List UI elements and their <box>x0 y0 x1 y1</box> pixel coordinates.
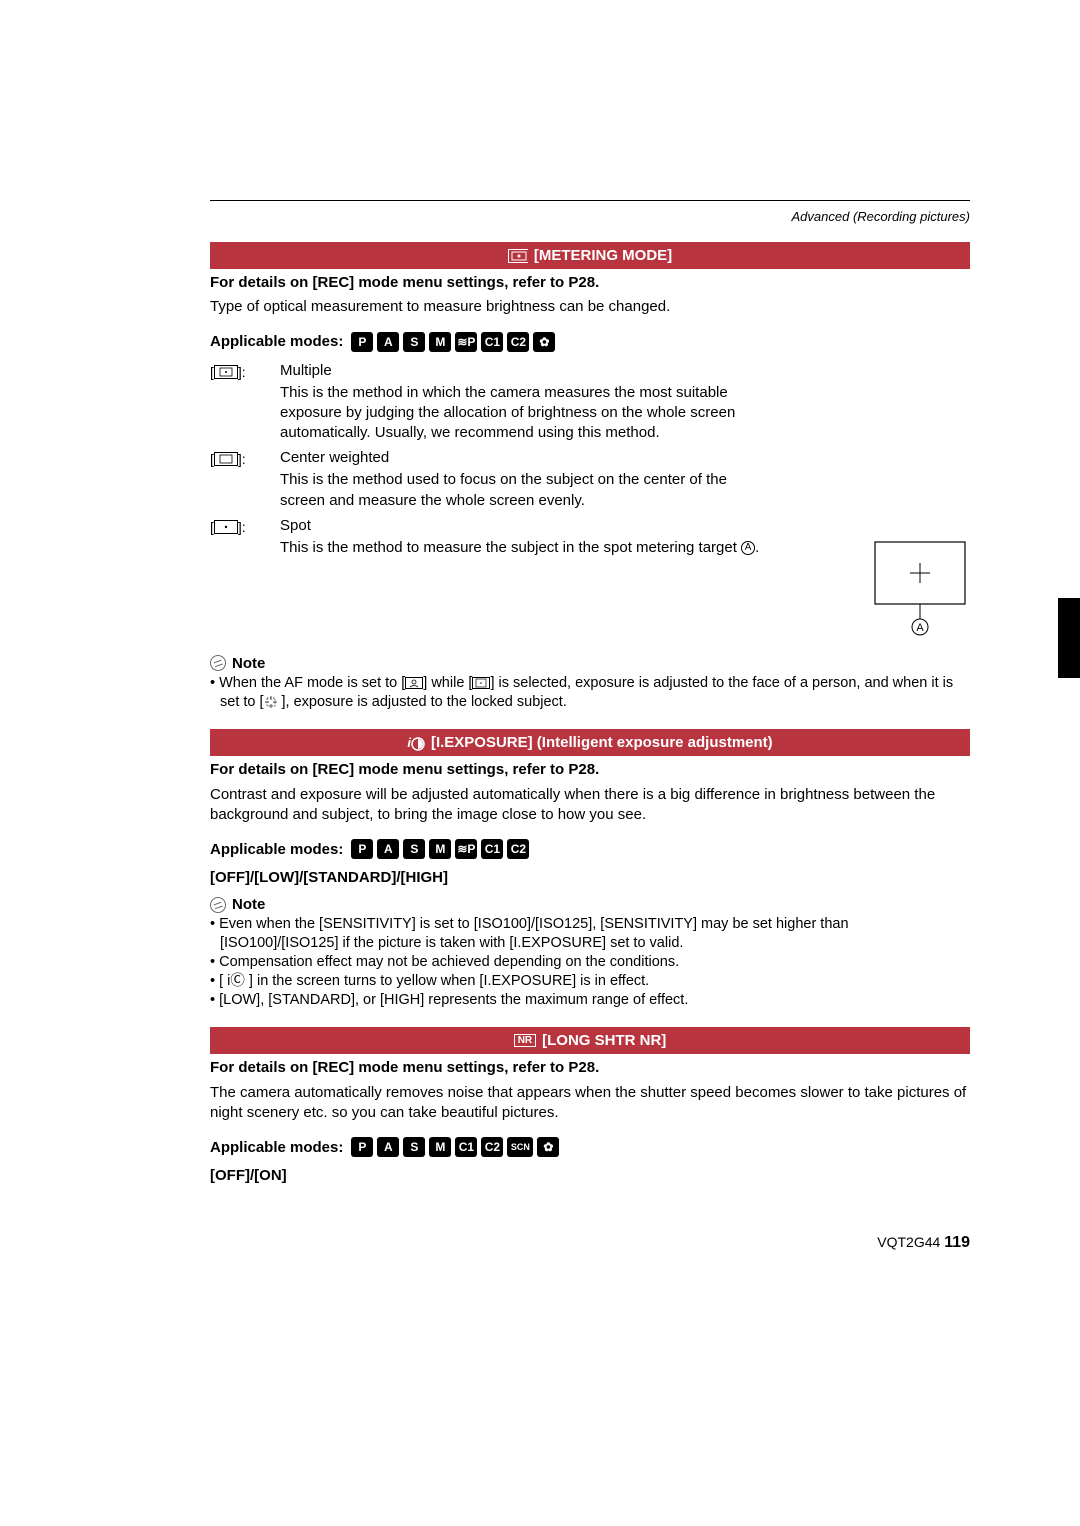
spot-diagram: A <box>870 537 970 637</box>
metering-icon-col: [ ]: <box>210 449 280 511</box>
spot-desc-suffix: . <box>755 539 759 556</box>
mode-c2: C2 <box>481 1137 503 1157</box>
multiple-title: Multiple <box>280 362 970 379</box>
mode-s: S <box>403 839 425 859</box>
mode-movp: ≋P <box>455 839 477 859</box>
mode-c1: C1 <box>481 839 503 859</box>
mode-m: M <box>429 1137 451 1157</box>
iexp-intro: Contrast and exposure will be adjusted a… <box>210 785 970 826</box>
page-content: Advanced (Recording pictures) [METERING … <box>0 0 1080 1312</box>
modes-label: Applicable modes: <box>210 333 343 350</box>
mode-a: A <box>377 332 399 352</box>
section-title-iexposure: [I.EXPOSURE] (Intelligent exposure adjus… <box>431 734 773 751</box>
mode-c2: C2 <box>507 839 529 859</box>
note-icon <box>208 653 229 674</box>
mode-a: A <box>377 839 399 859</box>
longshtr-details-ref: For details on [REC] mode menu settings,… <box>210 1058 970 1078</box>
footer: VQT2G44 119 <box>210 1234 970 1252</box>
metering-icon-col: [ ]: <box>210 517 280 637</box>
mode-scn: SCN <box>507 1137 533 1157</box>
mode-s: S <box>403 1137 425 1157</box>
iexp-bullet-0: • Even when the [SENSITIVITY] is set to … <box>210 915 970 953</box>
spot-desc: This is the method to measure the subjec… <box>280 538 759 558</box>
section-title-longshtr: [LONG SHTR NR] <box>542 1032 666 1049</box>
top-rule <box>210 200 970 201</box>
iexposure-bar-icon: i <box>407 735 425 751</box>
mode-m: M <box>429 332 451 352</box>
mode-p: P <box>351 332 373 352</box>
mode-p: P <box>351 1137 373 1157</box>
breadcrumb: Advanced (Recording pictures) <box>210 209 970 224</box>
mode-s: S <box>403 332 425 352</box>
iexp-details-ref: For details on [REC] mode menu settings,… <box>210 760 970 780</box>
metering-intro: Type of optical measurement to measure b… <box>210 297 970 317</box>
note-label: Note <box>232 655 265 672</box>
section-bar-longshtr: NR [LONG SHTR NR] <box>210 1027 970 1054</box>
page-number: 119 <box>944 1234 970 1251</box>
longshtr-options: [OFF]/[ON] <box>210 1167 970 1184</box>
section-title-metering: [METERING MODE] <box>534 247 672 264</box>
multiple-icon <box>214 365 238 379</box>
note-row-metering: Note <box>210 655 970 672</box>
section-bar-metering: [METERING MODE] <box>210 242 970 269</box>
note-label: Note <box>232 896 265 913</box>
metering-icon-col: [ ]: <box>210 362 280 444</box>
iexp-options: [OFF]/[LOW]/[STANDARD]/[HIGH] <box>210 869 970 886</box>
section-bar-iexposure: i [I.EXPOSURE] (Intelligent exposure adj… <box>210 729 970 756</box>
multiple-desc: This is the method in which the camera m… <box>280 383 760 444</box>
mode-p: P <box>351 839 373 859</box>
center-icon <box>214 452 238 466</box>
metering-item-spot: [ ]: Spot This is the method to measure … <box>210 517 970 637</box>
mode-c1: C1 <box>481 332 503 352</box>
mode-color: ✿ <box>537 1137 559 1157</box>
nt1: • When the AF mode is set to [ <box>210 675 405 691</box>
iexp-bullet-3: • [LOW], [STANDARD], or [HIGH] represent… <box>210 991 970 1010</box>
mode-color: ✿ <box>533 332 555 352</box>
iexp-bullet-2: • [ iⒸ ] in the screen turns to yellow w… <box>210 972 970 991</box>
circled-a-inline: A <box>741 541 755 555</box>
mode-a: A <box>377 1137 399 1157</box>
center-desc: This is the method used to focus on the … <box>280 470 760 511</box>
mode-c2: C2 <box>507 332 529 352</box>
nt4: ], exposure is adjusted to the locked su… <box>282 694 567 710</box>
track-icon <box>264 696 282 708</box>
modes-label: Applicable modes: <box>210 841 343 858</box>
iexp-modes-row: Applicable modes: P A S M ≋P C1 C2 <box>210 839 970 859</box>
center-title: Center weighted <box>280 449 970 466</box>
metering-item-multiple: [ ]: Multiple This is the method in whic… <box>210 362 970 444</box>
metering-bar-icon <box>508 249 528 263</box>
spot-title: Spot <box>280 517 759 534</box>
iexp-bullet-1: • Compensation effect may not be achieve… <box>210 953 970 972</box>
nt2: ] while [ <box>423 675 472 691</box>
mode-movp: ≋P <box>455 332 477 352</box>
longshtr-intro: The camera automatically removes noise t… <box>210 1083 970 1124</box>
mode-c1: C1 <box>455 1137 477 1157</box>
iexp-bullets: • Even when the [SENSITIVITY] is set to … <box>210 915 970 1009</box>
metering-item-center: [ ]: Center weighted This is the method … <box>210 449 970 511</box>
modes-label: Applicable modes: <box>210 1139 343 1156</box>
spot-desc-prefix: This is the method to measure the subjec… <box>280 539 741 556</box>
face-icon <box>405 677 423 689</box>
note-icon <box>208 894 229 915</box>
metering-modes-row: Applicable modes: P A S M ≋P C1 C2 ✿ <box>210 332 970 352</box>
longshtr-bar-icon: NR <box>514 1034 536 1047</box>
footer-code: VQT2G44 <box>877 1234 940 1250</box>
diagram-label: A <box>916 622 924 634</box>
longshtr-modes-row: Applicable modes: P A S M C1 C2 SCN ✿ <box>210 1137 970 1157</box>
spot-icon <box>214 520 238 534</box>
mode-m: M <box>429 839 451 859</box>
metering-details-ref: For details on [REC] mode menu settings,… <box>210 273 970 293</box>
metering-note-text: • When the AF mode is set to [ ] while []… <box>210 674 970 712</box>
note-row-iexp: Note <box>210 896 970 913</box>
multi-icon-inline <box>472 677 490 689</box>
